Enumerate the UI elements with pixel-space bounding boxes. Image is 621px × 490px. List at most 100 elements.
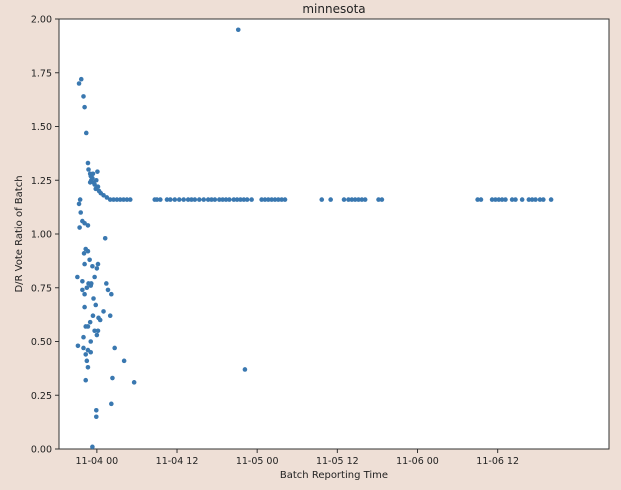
- data-point: [75, 343, 81, 349]
- data-point: [92, 182, 97, 187]
- x-tick-label: 11-06 12: [476, 456, 519, 467]
- data-point: [529, 197, 535, 202]
- data-point: [97, 317, 103, 323]
- y-tick-label: 1.50: [31, 122, 52, 133]
- data-point: [102, 236, 108, 241]
- data-point: [83, 377, 89, 383]
- data-point: [85, 223, 91, 228]
- data-point: [93, 177, 99, 183]
- data-point: [93, 302, 99, 308]
- data-point: [76, 81, 82, 86]
- data-point: [80, 287, 85, 293]
- y-axis: 0.00 0.25 0.50 0.75 1.00 1.25 1.50 1.75 2.00: [31, 15, 59, 456]
- data-point: [87, 257, 92, 263]
- data-point: [81, 251, 87, 256]
- data-point: [493, 197, 498, 202]
- y-tick-label: 0.25: [31, 391, 52, 402]
- y-tick-label: 0.75: [31, 283, 52, 294]
- data-point: [241, 197, 247, 202]
- data-point: [107, 197, 113, 202]
- data-point: [276, 197, 281, 202]
- data-point: [168, 197, 173, 202]
- data-point: [83, 130, 89, 136]
- data-point: [519, 197, 525, 202]
- data-point: [154, 197, 160, 202]
- data-point: [104, 281, 109, 286]
- y-tick-label: 1.00: [31, 230, 52, 241]
- data-point: [266, 197, 271, 202]
- data-point: [75, 274, 80, 280]
- data-point: [164, 197, 170, 202]
- data-point: [541, 197, 546, 202]
- y-tick-label: 0.50: [31, 337, 52, 348]
- data-point: [82, 261, 87, 267]
- data-point: [172, 197, 178, 202]
- data-point: [176, 197, 182, 202]
- data-point: [346, 197, 351, 202]
- data-point: [121, 358, 127, 364]
- data-point: [127, 197, 133, 202]
- y-tick-label: 1.75: [31, 68, 52, 79]
- data-point: [379, 197, 385, 202]
- y-tick-label: 0.00: [31, 445, 52, 456]
- data-point: [227, 197, 232, 202]
- data-point: [76, 201, 82, 207]
- data-point: [121, 197, 126, 202]
- data-point: [548, 197, 554, 202]
- data-point: [80, 279, 85, 284]
- data-point: [328, 197, 333, 202]
- data-point: [105, 287, 111, 293]
- data-point: [78, 210, 84, 215]
- x-tick-label: 11-04 00: [75, 456, 118, 467]
- data-point: [212, 197, 218, 202]
- data-point: [111, 197, 116, 202]
- data-point: [235, 27, 241, 33]
- data-point: [82, 104, 87, 110]
- data-point: [189, 197, 194, 202]
- data-point: [242, 367, 248, 372]
- data-point: [88, 349, 94, 355]
- data-point: [181, 197, 186, 202]
- data-point: [95, 184, 101, 189]
- x-tick-label: 11-04 12: [156, 456, 199, 467]
- x-axis-label: Batch Reporting Time: [280, 470, 388, 481]
- data-points: [75, 27, 554, 450]
- data-point: [231, 197, 237, 202]
- data-point: [376, 197, 381, 202]
- data-point: [359, 197, 365, 202]
- data-point: [131, 380, 137, 385]
- data-point: [95, 328, 101, 334]
- x-axis: 11-04 00 11-04 12 11-05 00 11-05 12 11-06 00…: [75, 449, 519, 467]
- data-point: [95, 169, 100, 174]
- x-tick-label: 11-05 00: [236, 456, 279, 467]
- data-point: [192, 197, 198, 202]
- data-point: [94, 266, 100, 271]
- data-point: [223, 197, 229, 202]
- data-point: [205, 197, 211, 202]
- data-point: [526, 197, 532, 202]
- data-point: [90, 263, 95, 269]
- x-tick-label: 11-05 12: [316, 456, 359, 467]
- data-point: [352, 197, 358, 202]
- data-point: [282, 197, 288, 202]
- data-point: [84, 358, 90, 364]
- data-point: [92, 274, 97, 280]
- data-point: [499, 197, 505, 202]
- data-point: [90, 171, 96, 177]
- data-point: [83, 352, 89, 357]
- data-point: [503, 197, 508, 202]
- data-point: [95, 261, 101, 267]
- data-point: [90, 313, 96, 319]
- data-point: [158, 197, 163, 202]
- data-point: [90, 175, 95, 181]
- data-point: [269, 197, 274, 202]
- data-point: [90, 444, 95, 450]
- data-point: [112, 345, 117, 351]
- data-point: [81, 94, 86, 99]
- data-point: [77, 225, 82, 230]
- data-point: [91, 296, 96, 301]
- data-point: [489, 197, 495, 202]
- data-point: [110, 375, 115, 381]
